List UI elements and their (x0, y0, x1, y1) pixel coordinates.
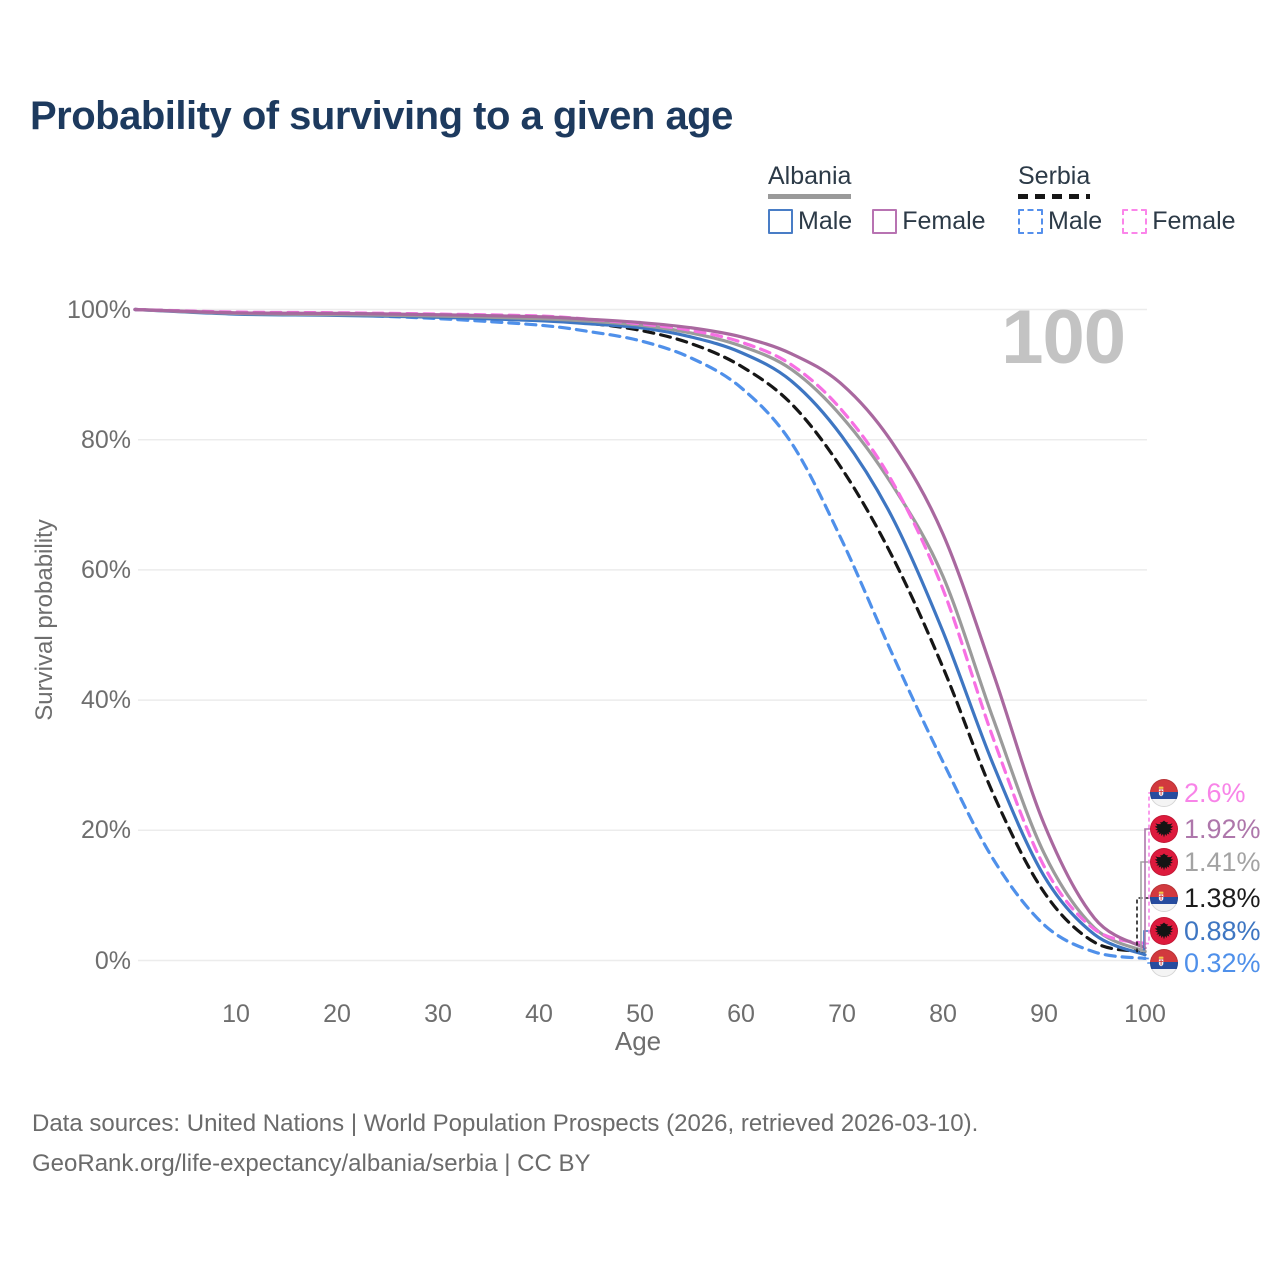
series-line-albania-female (133, 307, 1147, 950)
y-tick-label: 60% (80, 555, 131, 584)
x-tick-label: 100 (1124, 1000, 1166, 1028)
chart-footer: Data sources: United Nations | World Pop… (32, 1104, 978, 1184)
x-tick-label: 80 (929, 1000, 957, 1028)
series-line-serbia-male (133, 307, 1147, 960)
legend-group-serbia: Serbia Male Female (1018, 162, 1236, 236)
end-value-label: 0.32% (1184, 947, 1261, 978)
x-tick-label: 20 (323, 1000, 351, 1028)
end-label-row-serbia-male: 0.32% (1150, 947, 1261, 978)
x-tick-label: 50 (626, 1000, 654, 1028)
legend-swatch (872, 209, 898, 234)
flag-icon-albania (1150, 815, 1178, 843)
x-tick-label: 60 (727, 1000, 755, 1028)
end-label-row-albania: 1.41% (1150, 846, 1261, 877)
series-line-serbia-female (133, 307, 1147, 946)
x-tick-label: 10 (222, 1000, 250, 1028)
legend-item-label: Female (1152, 207, 1236, 235)
legend-swatch (768, 209, 793, 234)
page-title: Probability of surviving to a given age (30, 94, 733, 138)
x-tick-label: 30 (424, 1000, 452, 1028)
end-label-connector (1145, 957, 1151, 964)
flag-icon-serbia (1150, 884, 1178, 912)
flag-icon-serbia (1150, 949, 1178, 977)
flag-icon-albania (1150, 848, 1178, 876)
x-axis-title: Age (614, 1026, 662, 1056)
flag-icon-serbia (1150, 779, 1178, 807)
hovered-age-indicator: 100 (1001, 295, 1126, 380)
y-tick-label: 0% (94, 946, 131, 975)
legend-item-albania-male[interactable]: Male (768, 207, 852, 236)
legend-country-label: Albania (768, 162, 852, 190)
legend-item-label: Female (902, 207, 986, 235)
legend-country-label: Serbia (1018, 162, 1091, 190)
y-tick-label: 20% (80, 816, 131, 845)
legend-country-serbia[interactable]: Serbia (1018, 162, 1091, 199)
end-label-connector (1144, 828, 1151, 948)
legend-line-style-sample (768, 194, 852, 199)
legend-item-albania-female[interactable]: Female (872, 207, 986, 236)
x-tick-label: 40 (525, 1000, 553, 1028)
end-value-label: 2.6% (1184, 777, 1246, 808)
legend-group-albania: Albania Male Female (768, 162, 986, 236)
legend-item-serbia-male[interactable]: Male (1018, 207, 1102, 236)
legend-item-label: Male (1048, 207, 1103, 235)
y-tick-label: 80% (80, 425, 131, 454)
series-line-serbia (133, 307, 1147, 954)
end-value-label: 1.38% (1184, 882, 1261, 913)
legend-item-label: Male (798, 207, 853, 235)
end-label-row-serbia: 1.38% (1150, 882, 1261, 913)
legend-country-albania[interactable]: Albania (768, 162, 852, 199)
attribution-link: GeoRank.org/life-expectancy/albania/serb… (32, 1150, 591, 1177)
series-line-albania (133, 307, 1147, 953)
flag-icon-albania (1150, 917, 1178, 945)
end-label-row-albania-male: 0.88% (1150, 915, 1261, 946)
end-value-label: 0.88% (1184, 915, 1261, 946)
legend-line-style-sample (1018, 194, 1091, 199)
end-label-row-serbia-female: 2.6% (1150, 777, 1246, 808)
end-label-row-albania-female: 1.92% (1150, 813, 1261, 844)
end-label-connector (1140, 861, 1151, 953)
legend-swatch (1018, 209, 1043, 234)
legend-item-serbia-female[interactable]: Female (1122, 207, 1236, 236)
end-value-label: 1.41% (1184, 846, 1261, 877)
end-value-label: 1.92% (1184, 813, 1261, 844)
data-sources-note: Data sources: United Nations | World Pop… (32, 1110, 979, 1137)
y-tick-label: 40% (80, 686, 131, 715)
y-tick-label: 100% (67, 295, 131, 324)
x-tick-label: 90 (1030, 1000, 1058, 1028)
x-tick-label: 70 (828, 1000, 856, 1028)
end-label-connector (1143, 930, 1151, 956)
legend-swatch (1122, 209, 1148, 234)
